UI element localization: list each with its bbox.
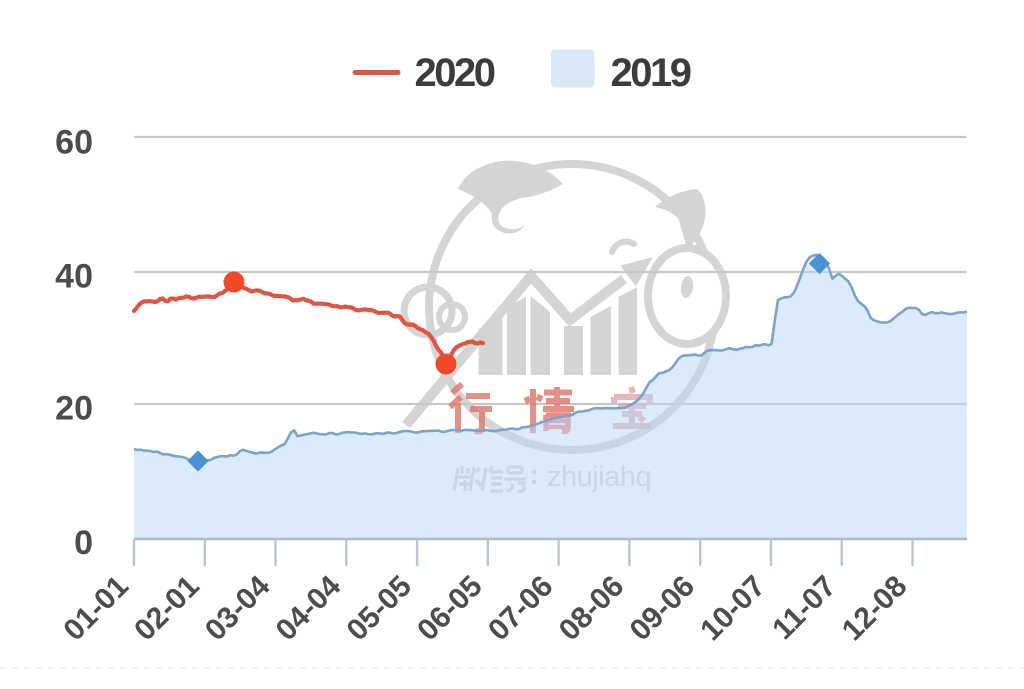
svg-text:40: 40 [55, 258, 93, 296]
svg-text:60: 60 [55, 124, 93, 162]
svg-text:20: 20 [55, 390, 93, 428]
svg-text:2020: 2020 [415, 51, 495, 95]
svg-text:0: 0 [74, 524, 93, 562]
svg-text:2019: 2019 [611, 51, 691, 95]
